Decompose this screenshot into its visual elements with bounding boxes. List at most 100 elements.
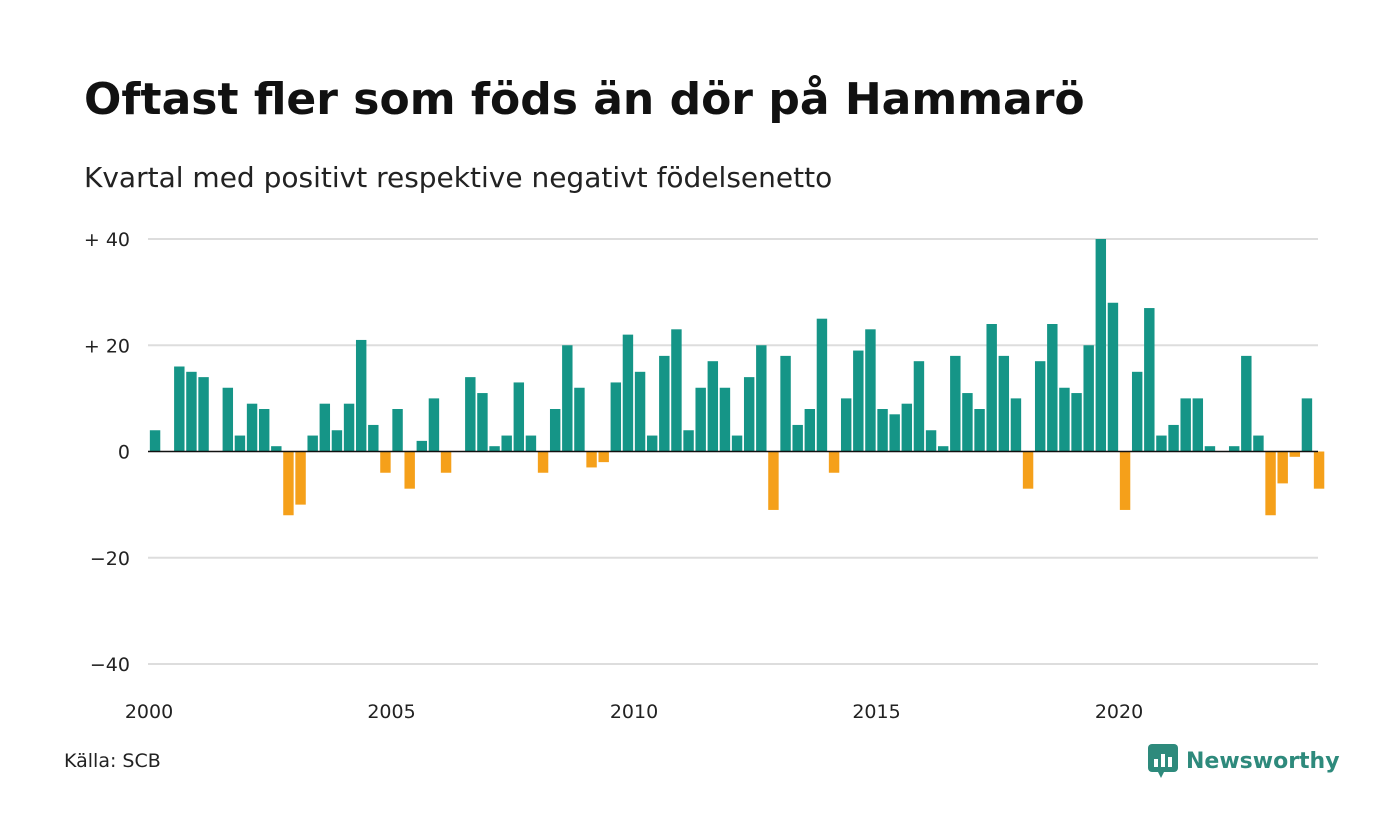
bar-positive — [1168, 424, 1179, 452]
bar-positive — [719, 387, 731, 452]
bar-positive — [513, 382, 525, 452]
bar-positive — [925, 430, 937, 452]
bar-negative — [1277, 451, 1288, 484]
bar-negative — [768, 451, 779, 510]
bar-positive — [574, 387, 585, 452]
bar-positive — [962, 393, 973, 452]
bar-positive — [804, 409, 816, 452]
bar-positive — [174, 366, 185, 452]
bar-positive — [853, 350, 864, 452]
bar-positive — [501, 435, 512, 452]
bar-positive — [756, 345, 767, 452]
bar-positive — [901, 403, 913, 452]
x-tick-label: 2020 — [1095, 701, 1143, 723]
bar-positive — [877, 409, 888, 452]
bar-negative — [586, 451, 597, 468]
bar-positive — [1034, 361, 1046, 452]
bar-positive — [1144, 308, 1155, 452]
bars — [149, 239, 1325, 516]
bar-positive — [549, 409, 561, 452]
bar-positive — [622, 334, 634, 452]
bar-positive — [1047, 324, 1058, 452]
bar-positive — [1107, 302, 1119, 452]
x-tick-label: 2010 — [610, 701, 658, 723]
bar-negative — [1289, 451, 1301, 457]
bar-positive — [368, 424, 379, 452]
bar-positive — [1180, 398, 1191, 452]
bar-positive — [1095, 239, 1107, 452]
grid-lines — [148, 238, 1318, 665]
bar-negative — [1119, 451, 1131, 510]
x-tick-label: 2015 — [852, 701, 900, 723]
bar-positive — [1204, 446, 1216, 452]
bar-positive — [986, 324, 997, 452]
bar-positive — [562, 345, 573, 452]
bar-negative — [404, 451, 415, 489]
bar-positive — [998, 355, 1010, 452]
bar-positive — [198, 377, 209, 452]
bar-positive — [1059, 387, 1070, 452]
bar-positive — [186, 371, 197, 452]
bar-negative — [1313, 451, 1325, 489]
bar-negative — [295, 451, 306, 505]
bar-positive — [1071, 393, 1082, 452]
bar-positive — [1010, 398, 1022, 452]
bar-positive — [355, 339, 367, 452]
bar-positive — [428, 398, 440, 452]
newsworthy-logo-icon — [1148, 744, 1178, 778]
bar-positive — [1156, 435, 1167, 452]
bar-positive — [1253, 435, 1264, 452]
bar-positive — [416, 440, 428, 452]
y-axis-ticks: + 40 + 20 0 −20 −40 — [84, 229, 130, 676]
y-tick-label: + 20 — [84, 335, 130, 357]
bar-positive — [392, 409, 403, 452]
bar-positive — [634, 371, 646, 452]
bar-positive — [731, 435, 743, 452]
y-tick-label: −40 — [90, 654, 130, 676]
chart-title: Oftast fler som föds än dör på Hammarö — [84, 74, 1085, 125]
brand-name: Newsworthy — [1186, 748, 1340, 774]
bar-positive — [671, 329, 682, 452]
bar-negative — [537, 451, 549, 473]
y-tick-label: −20 — [90, 548, 130, 570]
x-tick-label: 2005 — [367, 701, 415, 723]
bar-positive — [974, 409, 985, 452]
bar-negative — [380, 451, 391, 473]
bar-positive — [1228, 446, 1240, 452]
bar-positive — [271, 446, 282, 452]
source-note: Källa: SCB — [64, 750, 161, 772]
bar-positive — [465, 377, 476, 452]
bar-positive — [343, 403, 355, 452]
bar-positive — [683, 430, 694, 452]
bar-positive — [646, 435, 658, 452]
bar-positive — [950, 355, 961, 452]
bar-positive — [489, 446, 500, 452]
bar-negative — [1265, 451, 1276, 516]
brand-logo: Newsworthy — [1148, 744, 1340, 778]
bar-positive — [307, 435, 318, 452]
bar-negative — [598, 451, 609, 463]
bar-positive — [1192, 398, 1204, 452]
bar-positive — [246, 403, 258, 452]
bar-positive — [222, 387, 234, 452]
bar-positive — [258, 409, 270, 452]
bar-positive — [659, 355, 670, 452]
bar-positive — [780, 355, 791, 452]
bar-positive — [889, 414, 900, 452]
bar-positive — [695, 387, 706, 452]
bar-positive — [331, 430, 343, 452]
bar-positive — [319, 403, 331, 452]
bar-negative — [828, 451, 840, 473]
bar-positive — [610, 382, 622, 452]
bar-positive — [525, 435, 537, 452]
bar-positive — [1301, 398, 1313, 452]
x-axis-ticks: 2000 2005 2010 2015 2020 — [125, 701, 1143, 723]
bar-positive — [840, 398, 852, 452]
bar-positive — [1083, 345, 1094, 452]
bar-positive — [234, 435, 246, 452]
bar-positive — [816, 318, 828, 452]
bar-negative — [1022, 451, 1034, 489]
bar-negative — [283, 451, 294, 516]
bar-positive — [1241, 355, 1252, 452]
